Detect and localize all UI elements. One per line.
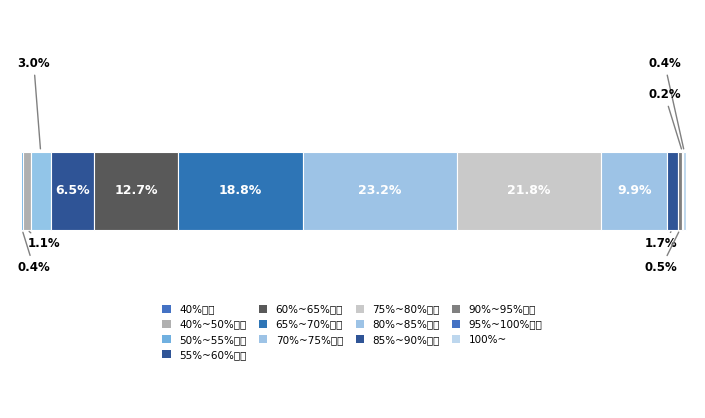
Text: 23.2%: 23.2% (358, 184, 401, 197)
Bar (23, 152, 31, 229)
Bar (667, 152, 678, 229)
Bar (178, 152, 302, 229)
Text: 18.8%: 18.8% (219, 184, 262, 197)
Bar (683, 152, 685, 229)
Text: 12.7%: 12.7% (114, 184, 158, 197)
Bar (302, 152, 457, 229)
Text: 9.9%: 9.9% (617, 184, 651, 197)
Text: 1.1%: 1.1% (27, 232, 60, 250)
Text: 3.0%: 3.0% (18, 57, 50, 149)
Bar (94, 152, 178, 229)
Bar (31, 152, 51, 229)
Bar (682, 152, 683, 229)
Bar (20, 152, 23, 229)
Text: 0.5%: 0.5% (645, 232, 679, 274)
Text: 6.5%: 6.5% (55, 184, 90, 197)
Text: 1.7%: 1.7% (645, 232, 678, 250)
Text: 0.4%: 0.4% (18, 232, 50, 274)
Text: 0.4%: 0.4% (648, 57, 684, 149)
Text: 21.8%: 21.8% (508, 184, 551, 197)
Legend: 40%未満, 40%~50%未満, 50%~55%未満, 55%~60%未満, 60%~65%未満, 65%~70%未満, 70%~75%未満, 75%~80%: 40%未満, 40%~50%未満, 50%~55%未満, 55%~60%未満, … (159, 301, 546, 363)
Text: 0.2%: 0.2% (649, 88, 682, 149)
Bar (51, 152, 94, 229)
Bar (678, 152, 682, 229)
Bar (457, 152, 601, 229)
Bar (601, 152, 667, 229)
